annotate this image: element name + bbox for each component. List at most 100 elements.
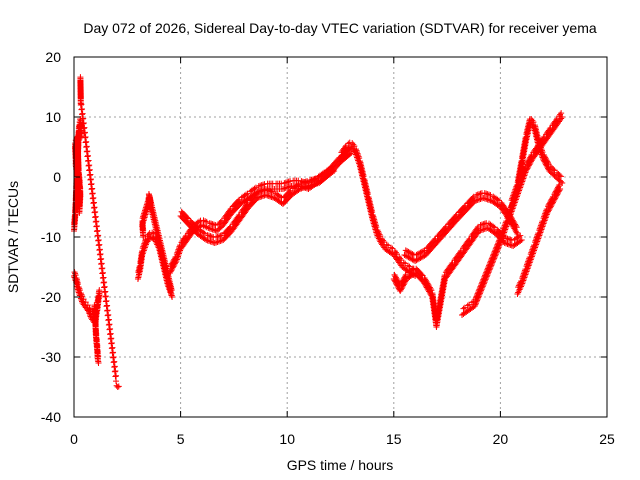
data-point bbox=[84, 152, 91, 159]
data-point bbox=[428, 287, 435, 294]
data-point bbox=[87, 181, 94, 188]
data-point bbox=[92, 219, 99, 225]
data-point bbox=[304, 183, 311, 190]
data-point bbox=[96, 287, 103, 294]
data-point bbox=[490, 256, 497, 263]
data-point bbox=[104, 307, 111, 314]
data-point bbox=[112, 373, 119, 380]
data-point bbox=[99, 265, 106, 272]
data-point bbox=[461, 203, 468, 210]
data-point bbox=[101, 289, 108, 296]
data-point bbox=[345, 152, 352, 158]
data-point bbox=[87, 171, 94, 178]
chart-title: Day 072 of 2026, Sidereal Day-to-day VTE… bbox=[83, 20, 596, 36]
data-point bbox=[107, 336, 114, 342]
data-point bbox=[481, 279, 488, 286]
data-point bbox=[452, 213, 459, 219]
data-point bbox=[448, 266, 455, 273]
data-point bbox=[489, 259, 496, 266]
data-point bbox=[485, 269, 492, 276]
data-point bbox=[82, 134, 89, 141]
data-point bbox=[468, 305, 475, 311]
data-point bbox=[474, 296, 481, 302]
data-point bbox=[90, 199, 97, 206]
x-tick-label: 15 bbox=[386, 431, 402, 447]
data-point bbox=[90, 194, 97, 201]
data-point bbox=[484, 270, 491, 277]
data-point bbox=[475, 294, 482, 301]
data-point bbox=[105, 311, 112, 318]
data-point bbox=[535, 235, 542, 242]
data-point bbox=[392, 274, 399, 281]
data-point bbox=[554, 190, 561, 196]
data-point bbox=[212, 227, 219, 234]
data-point bbox=[527, 160, 534, 166]
data-point bbox=[342, 149, 349, 156]
x-tick-label: 20 bbox=[493, 431, 509, 447]
data-point bbox=[96, 241, 103, 248]
data-point bbox=[492, 251, 499, 258]
data-point bbox=[490, 223, 497, 230]
data-point bbox=[469, 200, 476, 207]
data-point bbox=[83, 148, 90, 155]
data-point bbox=[196, 218, 203, 225]
data-point bbox=[98, 260, 105, 267]
x-tick-label: 0 bbox=[70, 431, 78, 447]
data-point bbox=[558, 115, 565, 122]
data-point bbox=[99, 269, 106, 276]
data-point bbox=[522, 139, 529, 146]
data-point bbox=[549, 199, 556, 206]
data-point bbox=[383, 241, 390, 248]
data-point bbox=[87, 176, 94, 183]
data-point bbox=[80, 120, 87, 127]
y-tick-label: -30 bbox=[41, 349, 61, 365]
data-point bbox=[107, 325, 114, 332]
y-tick-labels: -40 -30 -20 -10 0 10 20 bbox=[41, 49, 61, 425]
data-point bbox=[76, 287, 83, 294]
data-point bbox=[139, 253, 146, 260]
data-point bbox=[114, 384, 121, 390]
data-point bbox=[427, 285, 434, 292]
data-point bbox=[101, 279, 108, 286]
data-point bbox=[169, 264, 176, 271]
data-point bbox=[105, 321, 112, 328]
data-point bbox=[252, 191, 259, 198]
data-point bbox=[76, 179, 83, 186]
data-point bbox=[88, 186, 95, 193]
data-point bbox=[95, 242, 102, 249]
data-point bbox=[461, 209, 468, 216]
data-point bbox=[441, 230, 448, 237]
data-point bbox=[420, 248, 427, 255]
data-point bbox=[252, 197, 259, 204]
data-point bbox=[547, 204, 554, 211]
data-point bbox=[405, 262, 412, 269]
data-point bbox=[92, 208, 99, 215]
data-point bbox=[96, 247, 103, 254]
data-point bbox=[394, 277, 401, 284]
data-point bbox=[401, 280, 408, 286]
data-point bbox=[475, 293, 482, 300]
data-point bbox=[492, 252, 499, 259]
data-point bbox=[217, 224, 224, 231]
data-point bbox=[526, 259, 533, 266]
data-point bbox=[487, 263, 494, 270]
data-point bbox=[547, 203, 554, 210]
data-point bbox=[522, 169, 529, 176]
data-point bbox=[542, 154, 549, 161]
data-point bbox=[513, 187, 520, 194]
data-point bbox=[93, 222, 100, 229]
data-point bbox=[522, 271, 529, 278]
data-point bbox=[409, 251, 416, 258]
data-point bbox=[503, 223, 510, 230]
data-point bbox=[400, 281, 407, 288]
data-point bbox=[553, 192, 560, 199]
data-point bbox=[86, 162, 93, 169]
data-point bbox=[556, 187, 563, 194]
data-point bbox=[140, 232, 147, 239]
data-point bbox=[527, 158, 534, 165]
data-point bbox=[111, 364, 118, 371]
data-point bbox=[556, 172, 563, 179]
data-point bbox=[111, 368, 118, 375]
data-point bbox=[108, 340, 115, 347]
